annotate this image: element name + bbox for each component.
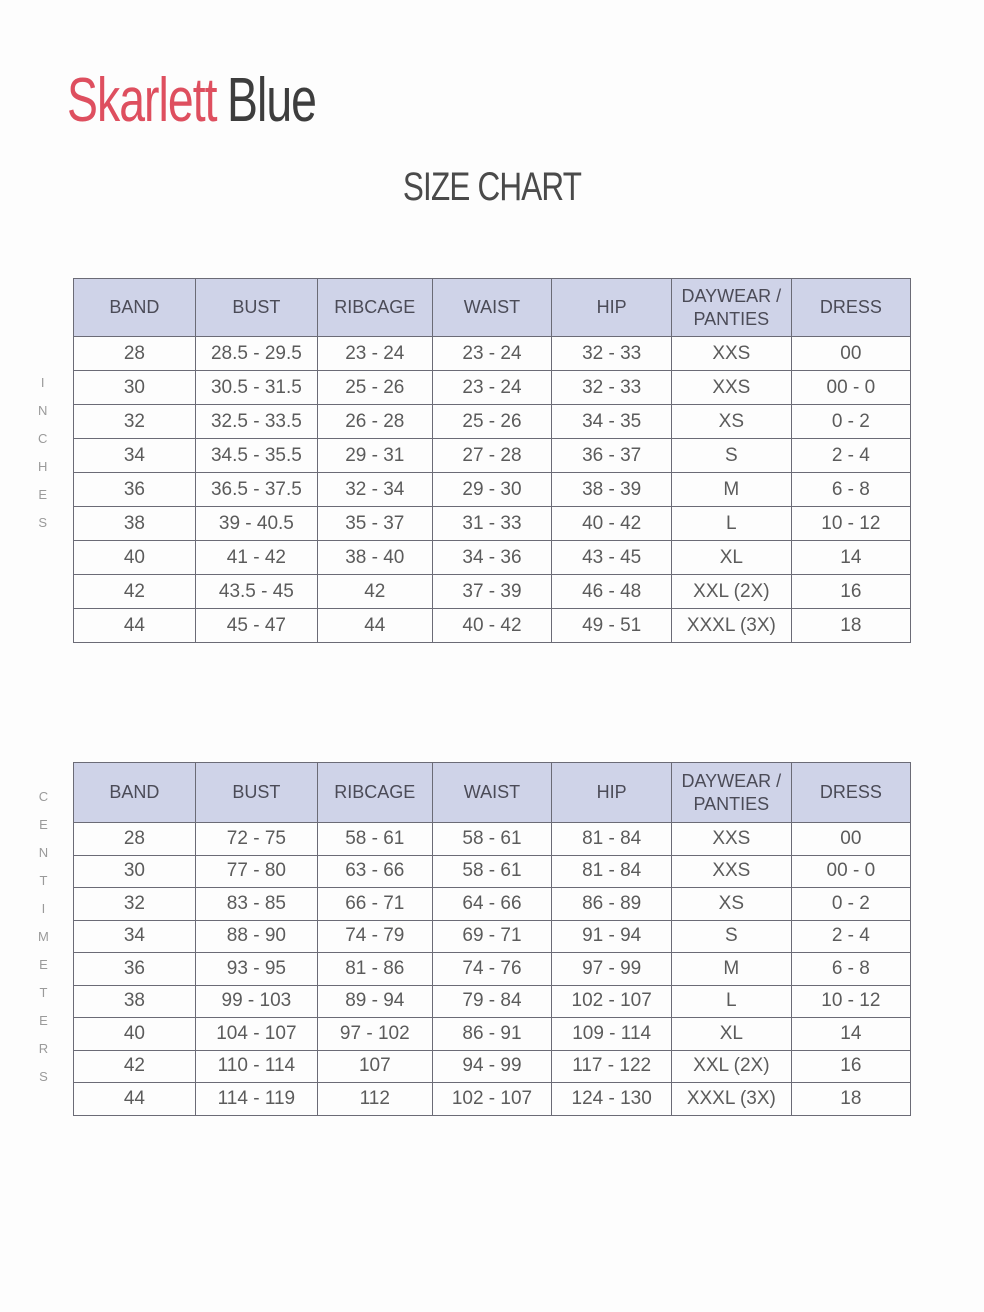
svg-text:Blue: Blue	[227, 65, 316, 135]
svg-text:Skarlett: Skarlett	[67, 65, 217, 135]
